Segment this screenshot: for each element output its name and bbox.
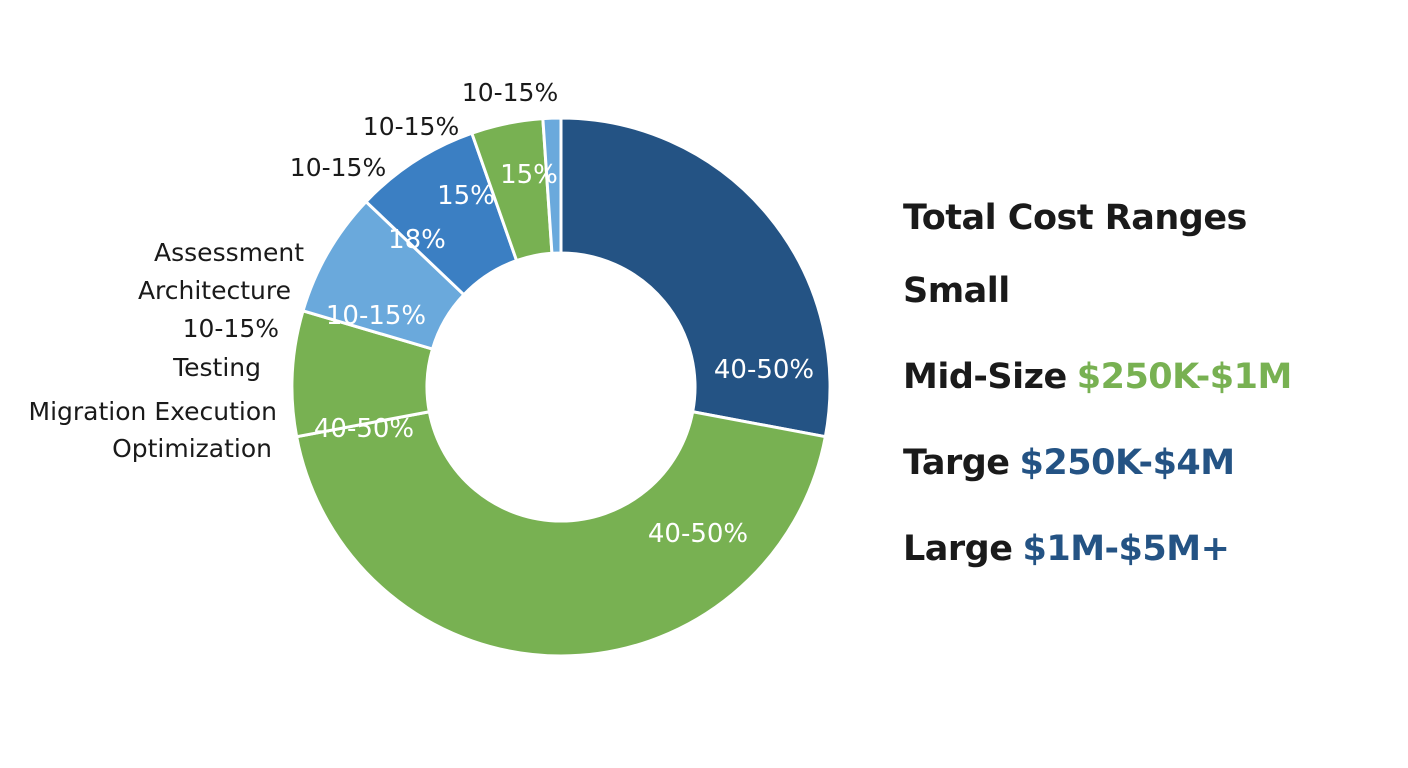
legend-row-targe: Targe $250K-$4M: [903, 441, 1383, 485]
legend-row-range: $250K-$4M: [1019, 443, 1236, 483]
outer-label-testing: Testing: [172, 353, 261, 382]
outer-label-architecture-range: 10-15%: [183, 314, 279, 343]
donut-slice-0: [559, 116, 832, 439]
donut-slice-1: [294, 410, 828, 658]
legend-row-mid-size: Mid-Size $250K-$1M: [903, 355, 1383, 399]
legend-row-small: Small: [903, 269, 1383, 313]
outer-label-optimization: Optimization: [112, 434, 272, 463]
legend-row-name: Mid-Size: [903, 357, 1067, 397]
legend-row-range: $250K-$1M: [1076, 357, 1293, 397]
slice-label-green-left: 40-50%: [314, 414, 414, 444]
cost-range-legend: Total Cost Ranges Small Mid-Size $250K-$1…: [903, 196, 1383, 613]
outer-label-migration-execution: Migration Execution: [29, 397, 278, 426]
slice-label-green-bottom: 40-50%: [648, 519, 748, 549]
slice-label-navy: 40-50%: [714, 355, 814, 385]
legend-row-large: Large $1M-$5M+: [903, 527, 1383, 571]
slice-label-midblue: 15%: [437, 181, 495, 211]
donut-slices: [290, 116, 832, 658]
slice-labels: 40-50% 40-50% 40-50% 10-15% 18% 15% 15%: [314, 160, 814, 549]
legend-row-name: Large: [903, 529, 1013, 569]
slice-label-green-thin: 15%: [500, 160, 558, 190]
donut-slice-6: [541, 116, 563, 255]
outer-label-architecture: Architecture: [138, 276, 291, 305]
outer-labels: 10-15% 10-15% 10-15% Assessment Architec…: [29, 78, 559, 463]
legend-title: Total Cost Ranges: [903, 198, 1247, 238]
legend-row-name: Small: [903, 271, 1010, 311]
slice-label-lightblue: 18%: [388, 225, 446, 255]
legend-row-range: $1M-$5M+: [1022, 529, 1230, 569]
outer-label-second: 10-15%: [363, 112, 459, 141]
outer-label-top: 10-15%: [462, 78, 558, 107]
outer-label-third: 10-15%: [290, 153, 386, 182]
slice-label-green-small: 10-15%: [326, 301, 426, 331]
legend-row-name: Targe: [903, 443, 1010, 483]
outer-label-assessment: Assessment: [154, 238, 304, 267]
